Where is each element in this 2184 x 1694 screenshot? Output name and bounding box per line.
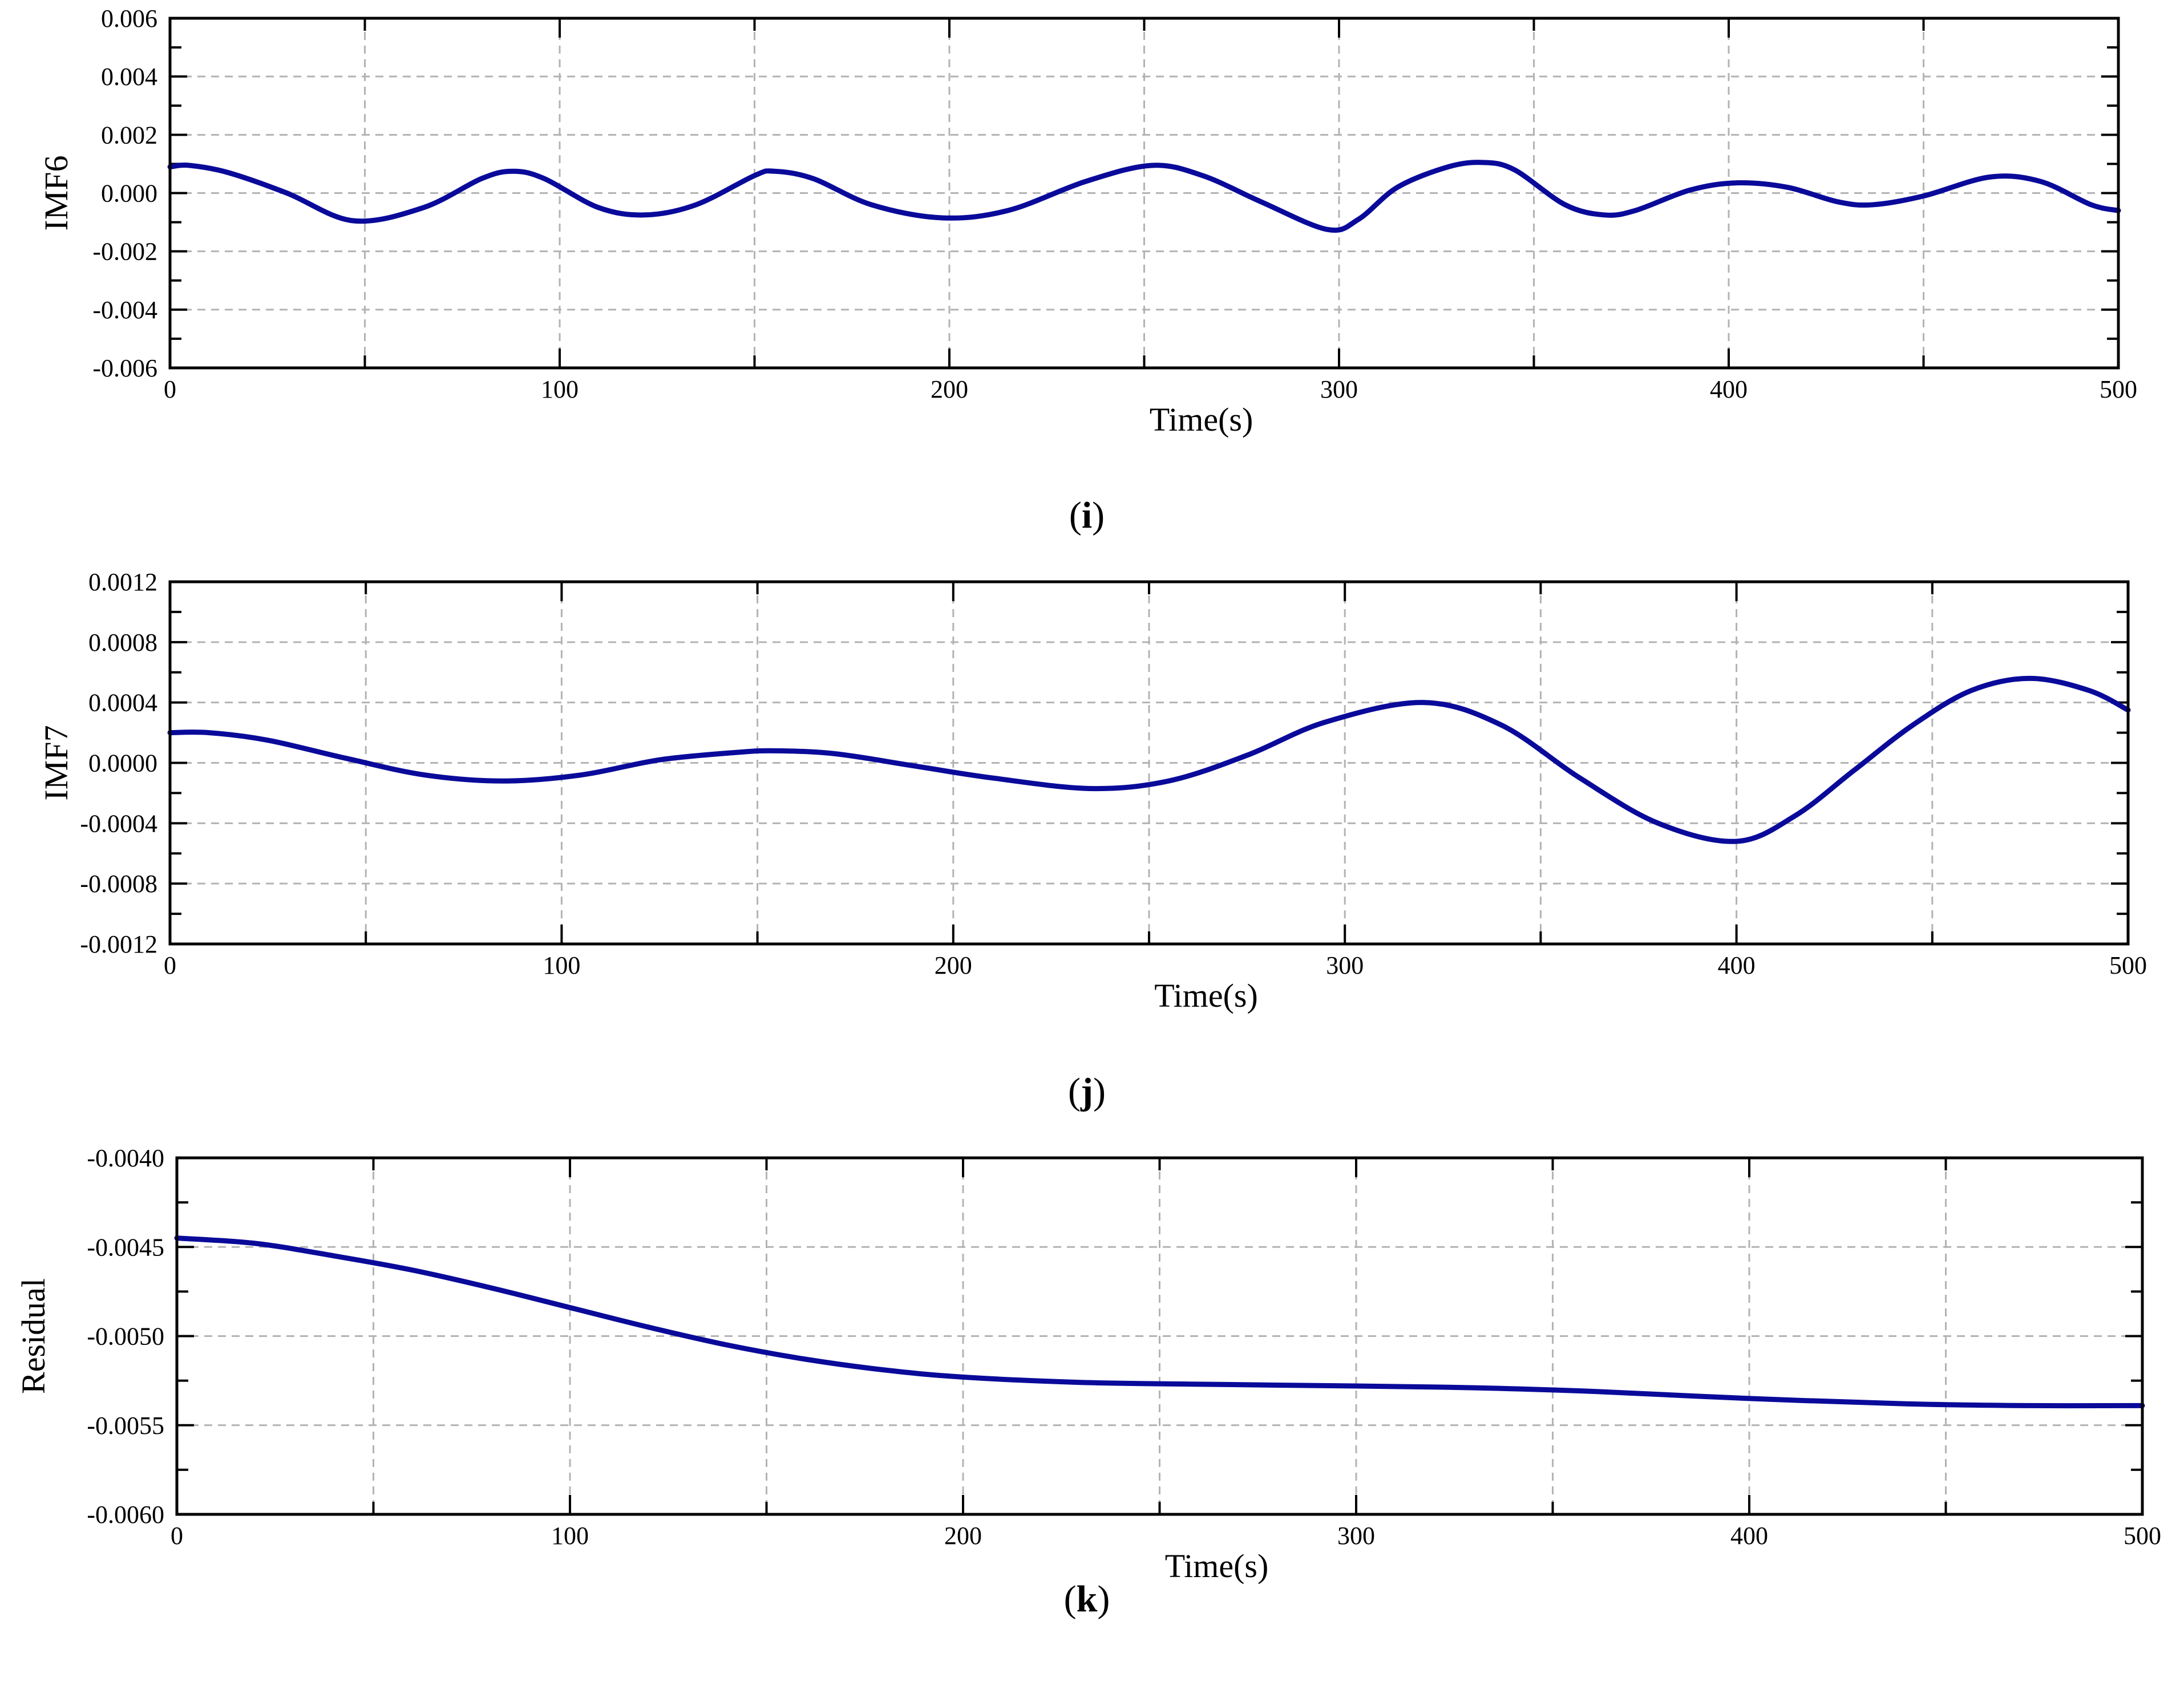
y-tick-label: -0.0012 [80,930,157,958]
panel-label-close: ) [1097,1578,1110,1620]
y-tick-label: 0.0004 [88,689,157,717]
series-line [167,160,2121,233]
x-tick-label: 500 [2124,1522,2161,1550]
x-tick-label: 300 [1337,1522,1375,1550]
x-tick-label: 500 [2109,951,2147,979]
x-tick-label: 100 [551,1522,589,1550]
x-axis-title: Time(s) [1165,1547,1269,1584]
x-tick-label: 100 [543,951,580,979]
panel-label-letter: k [1077,1578,1098,1620]
y-tick-label: -0.0050 [87,1323,164,1351]
y-tick-label: 0.0000 [88,749,157,777]
x-tick-label: 500 [2100,375,2137,403]
x-tick-label: 200 [931,375,968,403]
y-tick-label: 0.000 [101,180,157,208]
series-line [167,675,2131,844]
x-tick-label: 100 [541,375,579,403]
x-tick-label: 0 [171,1522,183,1550]
y-tick-label: -0.002 [92,238,157,266]
y-tick-label: -0.0045 [87,1233,164,1261]
panel-label: (k) [1064,1578,1110,1620]
x-tick-label: 0 [164,951,176,979]
gridlines [170,582,2128,944]
panel-label-close: ) [1092,495,1105,536]
panel-label-open: ( [1068,1071,1081,1112]
panel-label-open: ( [1064,1578,1077,1620]
panel-j: 0 100 200 300 400 500 -0.0012 -0.0008 -0.0004 0.0… [38,568,2147,1112]
plot-frame [168,580,2130,946]
plot-frame [168,17,2120,370]
panel-label: (j) [1068,1071,1106,1112]
y-tick-label: -0.006 [92,354,157,382]
x-tick-label: 300 [1320,375,1358,403]
gridlines [170,18,2118,368]
x-tick-label: 400 [1710,375,1748,403]
panel-label-close: ) [1093,1071,1106,1112]
y-tick-label: 0.002 [101,121,157,149]
panel-label-letter: j [1080,1071,1093,1112]
panel-label-letter: i [1082,495,1092,536]
x-tick-label: 200 [944,1522,982,1550]
panel-i: 0 100 200 300 400 500 -0.006 -0.004 -0.002 0.000 0… [38,5,2137,536]
y-tick-label: -0.0008 [80,870,157,898]
x-tick-label: 300 [1326,951,1364,979]
plot-frame [175,1156,2144,1516]
gridlines [177,1158,2142,1514]
x-tick-label: 200 [935,951,972,979]
x-tick-label: 0 [164,375,176,403]
y-tick-label: 0.0012 [88,568,157,596]
x-tick-label: 400 [1730,1522,1768,1550]
y-axis-title: IMF7 [38,725,75,800]
y-tick-label: -0.0055 [87,1412,164,1440]
series-line [174,1235,2145,1409]
x-tick-label: 400 [1718,951,1756,979]
y-tick-label: 0.006 [101,5,157,33]
panel-label: (i) [1069,495,1105,536]
y-axis-title: Residual [15,1278,52,1394]
y-tick-label: -0.0060 [87,1501,164,1529]
panel-k: 0 100 200 300 400 500 -0.0060 -0.0055 -0.0050 -0.… [15,1144,2161,1620]
x-axis-title: Time(s) [1150,401,1253,438]
y-axis-title: IMF6 [38,155,75,230]
y-tick-label: 0.0008 [88,629,157,656]
x-axis-title: Time(s) [1154,977,1258,1014]
panel-label-open: ( [1069,495,1082,536]
y-tick-label: -0.0004 [80,809,157,837]
y-tick-label: 0.004 [101,63,157,91]
y-tick-label: -0.004 [92,296,157,324]
y-tick-label: -0.0040 [87,1144,164,1172]
